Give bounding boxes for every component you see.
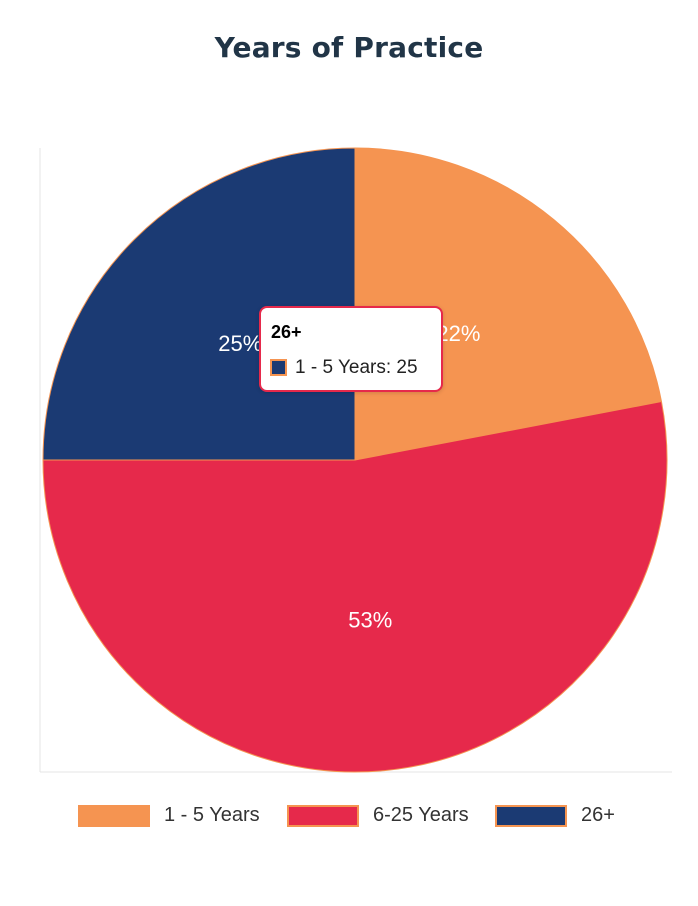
pie-slice-6-25-years[interactable] [42, 400, 668, 773]
tooltip-title: 26+ [271, 322, 302, 342]
slice-label-6-25-years: 53% [348, 607, 392, 632]
chart-legend: 1 - 5 Years 6-25 Years 26+ [0, 803, 698, 831]
legend-label: 1 - 5 Years [164, 804, 260, 826]
legend-swatch [287, 805, 359, 827]
tooltip-swatch [270, 359, 287, 376]
tooltip-text: 1 - 5 Years: 25 [295, 357, 418, 378]
pie-slice-26[interactable] [42, 147, 356, 461]
legend-label: 26+ [581, 804, 615, 826]
legend-swatch [495, 805, 567, 827]
legend-label: 6-25 Years [373, 804, 469, 826]
chart-title: Years of Practice [214, 31, 484, 64]
legend-swatch [78, 805, 150, 827]
slice-label-1-5-years: 22% [436, 321, 480, 346]
slice-label-26: 25% [218, 331, 262, 356]
chart-tooltip: 26+ 1 - 5 Years: 25 [259, 306, 443, 392]
